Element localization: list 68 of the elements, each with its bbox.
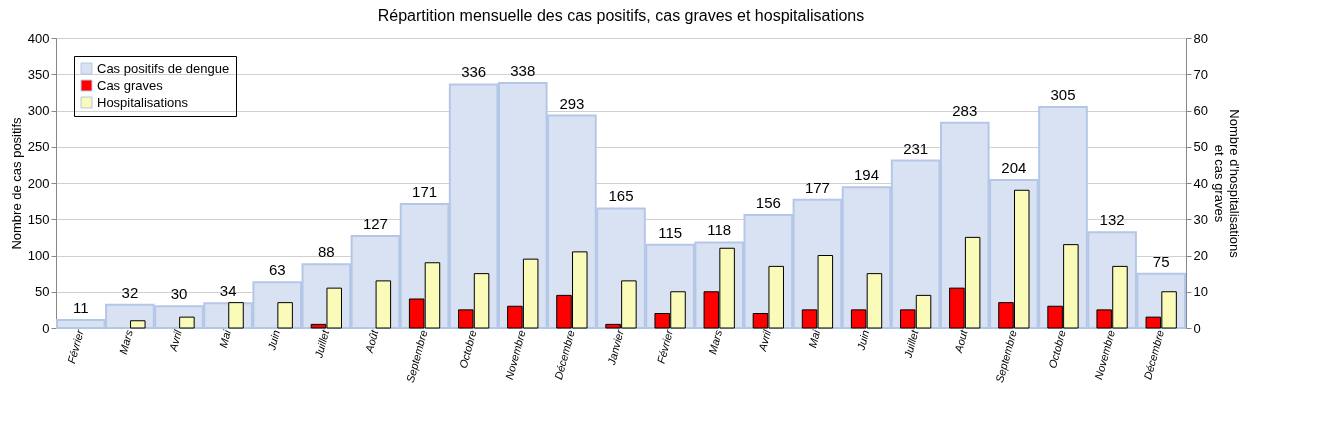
y-tick-label: 400 bbox=[27, 30, 50, 46]
data-label: 194 bbox=[854, 166, 880, 184]
bar bbox=[375, 280, 392, 329]
data-label: 283 bbox=[952, 101, 978, 119]
y-tick-label: 100 bbox=[27, 248, 50, 263]
data-label: 204 bbox=[1001, 159, 1027, 177]
data-label: 75 bbox=[1152, 252, 1170, 270]
y2-tick-label: 60 bbox=[1193, 103, 1208, 118]
y2-tick-label: 20 bbox=[1193, 248, 1208, 263]
x-tick-label: Avril bbox=[166, 328, 184, 354]
data-label: 171 bbox=[412, 183, 438, 201]
y-tick-label: 250 bbox=[27, 139, 50, 155]
data-label: 156 bbox=[755, 193, 781, 211]
x-tick-label: Mars bbox=[706, 328, 725, 356]
x-tick-label: Avril bbox=[755, 328, 774, 354]
y2-tick-label: 30 bbox=[1193, 211, 1208, 227]
data-label: 165 bbox=[608, 187, 634, 205]
legend-label: Cas positifs de dengue bbox=[97, 60, 230, 76]
data-label: 30 bbox=[170, 285, 188, 303]
x-tick-label: Aout bbox=[951, 327, 970, 355]
x-tick-label: Janvier bbox=[604, 327, 627, 368]
y-tick-label: 0 bbox=[42, 320, 50, 336]
legend-label: Hospitalisations bbox=[97, 94, 189, 110]
x-tick-label: Février bbox=[654, 327, 676, 365]
y-tick-label: 150 bbox=[27, 211, 50, 227]
data-label: 177 bbox=[804, 178, 830, 196]
bar bbox=[179, 316, 195, 329]
data-label: 34 bbox=[219, 282, 237, 300]
y2-tick-label: 10 bbox=[1193, 284, 1208, 300]
y-tick-label: 200 bbox=[27, 175, 50, 191]
data-label: 338 bbox=[510, 61, 536, 79]
y2-tick-label: 50 bbox=[1193, 139, 1208, 155]
data-label: 32 bbox=[121, 283, 139, 301]
data-label: 132 bbox=[1099, 211, 1125, 229]
x-tick-label: Juillet bbox=[901, 327, 921, 360]
data-label: 118 bbox=[707, 221, 732, 239]
data-label: 293 bbox=[559, 94, 585, 112]
x-tick-label: Février bbox=[65, 327, 86, 365]
y-tick-label: 350 bbox=[27, 66, 50, 82]
legend-label: Cas graves bbox=[97, 77, 164, 93]
data-label: 63 bbox=[268, 261, 286, 279]
y-axis-title: Nombre de cas positifs bbox=[8, 116, 24, 250]
y2-tick-label: 70 bbox=[1193, 66, 1208, 82]
y2-tick-label: 0 bbox=[1193, 320, 1201, 336]
data-label: 11 bbox=[73, 299, 89, 317]
data-label: 336 bbox=[461, 63, 487, 81]
x-tick-label: Mai bbox=[806, 328, 823, 349]
x-tick-label: Juillet bbox=[312, 327, 332, 360]
y-tick-label: 300 bbox=[27, 103, 50, 118]
y2-tick-label: 40 bbox=[1193, 175, 1208, 191]
y2-axis-title: Nombre d'hospitalisations et cas graves bbox=[1211, 109, 1242, 259]
x-tick-label: Juin bbox=[264, 328, 283, 353]
data-label: 305 bbox=[1050, 85, 1076, 103]
data-label: 127 bbox=[362, 214, 388, 232]
data-label: 88 bbox=[318, 243, 335, 261]
x-tick-label: Mai bbox=[216, 328, 234, 349]
x-tick-label: Août bbox=[362, 327, 381, 355]
chart-title: Répartition mensuelle des cas positifs, cas graves et hospitalisations bbox=[377, 7, 865, 24]
x-tick-label: Juin bbox=[854, 328, 872, 353]
bar bbox=[130, 320, 146, 329]
y2-tick-label: 80 bbox=[1193, 30, 1208, 46]
x-tick-label: Octobre bbox=[456, 328, 479, 370]
x-tick-label: Mars bbox=[116, 328, 135, 356]
y-tick-label: 50 bbox=[35, 284, 50, 300]
data-label: 231 bbox=[903, 139, 929, 157]
x-tick-label: Octobre bbox=[1046, 328, 1068, 370]
bar bbox=[277, 302, 293, 329]
data-label: 115 bbox=[658, 223, 683, 241]
